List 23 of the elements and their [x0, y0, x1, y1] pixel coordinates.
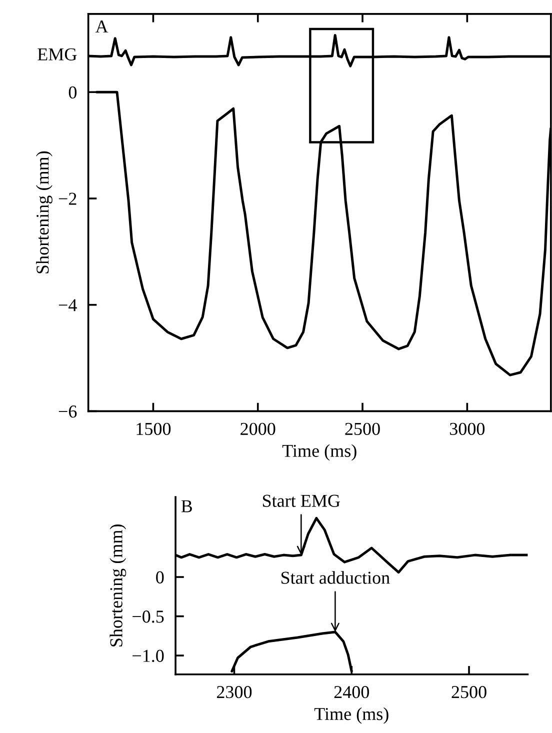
- x-tick-label: 2000: [240, 422, 276, 436]
- x-tick-label: 2500: [452, 686, 486, 698]
- y-tick-label: −6: [58, 406, 77, 418]
- y-tick-label: −2: [58, 192, 76, 205]
- y-tick-label: −0.5: [132, 610, 164, 623]
- chart-title: B: [181, 500, 192, 512]
- y-axis-title: Shortening (mm): [36, 151, 52, 274]
- y-tick-label: −1.0: [132, 650, 164, 662]
- y-axis-title: Shortening (mm): [110, 524, 126, 646]
- annotation: Start EMG: [262, 494, 340, 507]
- series-label: EMG: [38, 48, 77, 60]
- x-tick-label: 1500: [136, 422, 171, 436]
- x-axis-title: Time (ms): [282, 444, 356, 461]
- x-tick-label: 3000: [450, 422, 485, 436]
- chart-title: A: [95, 20, 108, 32]
- annotation: Start adduction: [281, 571, 390, 584]
- x-tick-label: 2500: [345, 422, 380, 436]
- y-tick-label: 0: [156, 571, 164, 584]
- y-tick-label: 0: [68, 86, 77, 99]
- x-tick-label: 2300: [216, 686, 252, 698]
- x-axis-title: Time (ms): [314, 707, 388, 724]
- x-tick-label: 2400: [334, 686, 369, 698]
- y-tick-label: −4: [58, 299, 77, 312]
